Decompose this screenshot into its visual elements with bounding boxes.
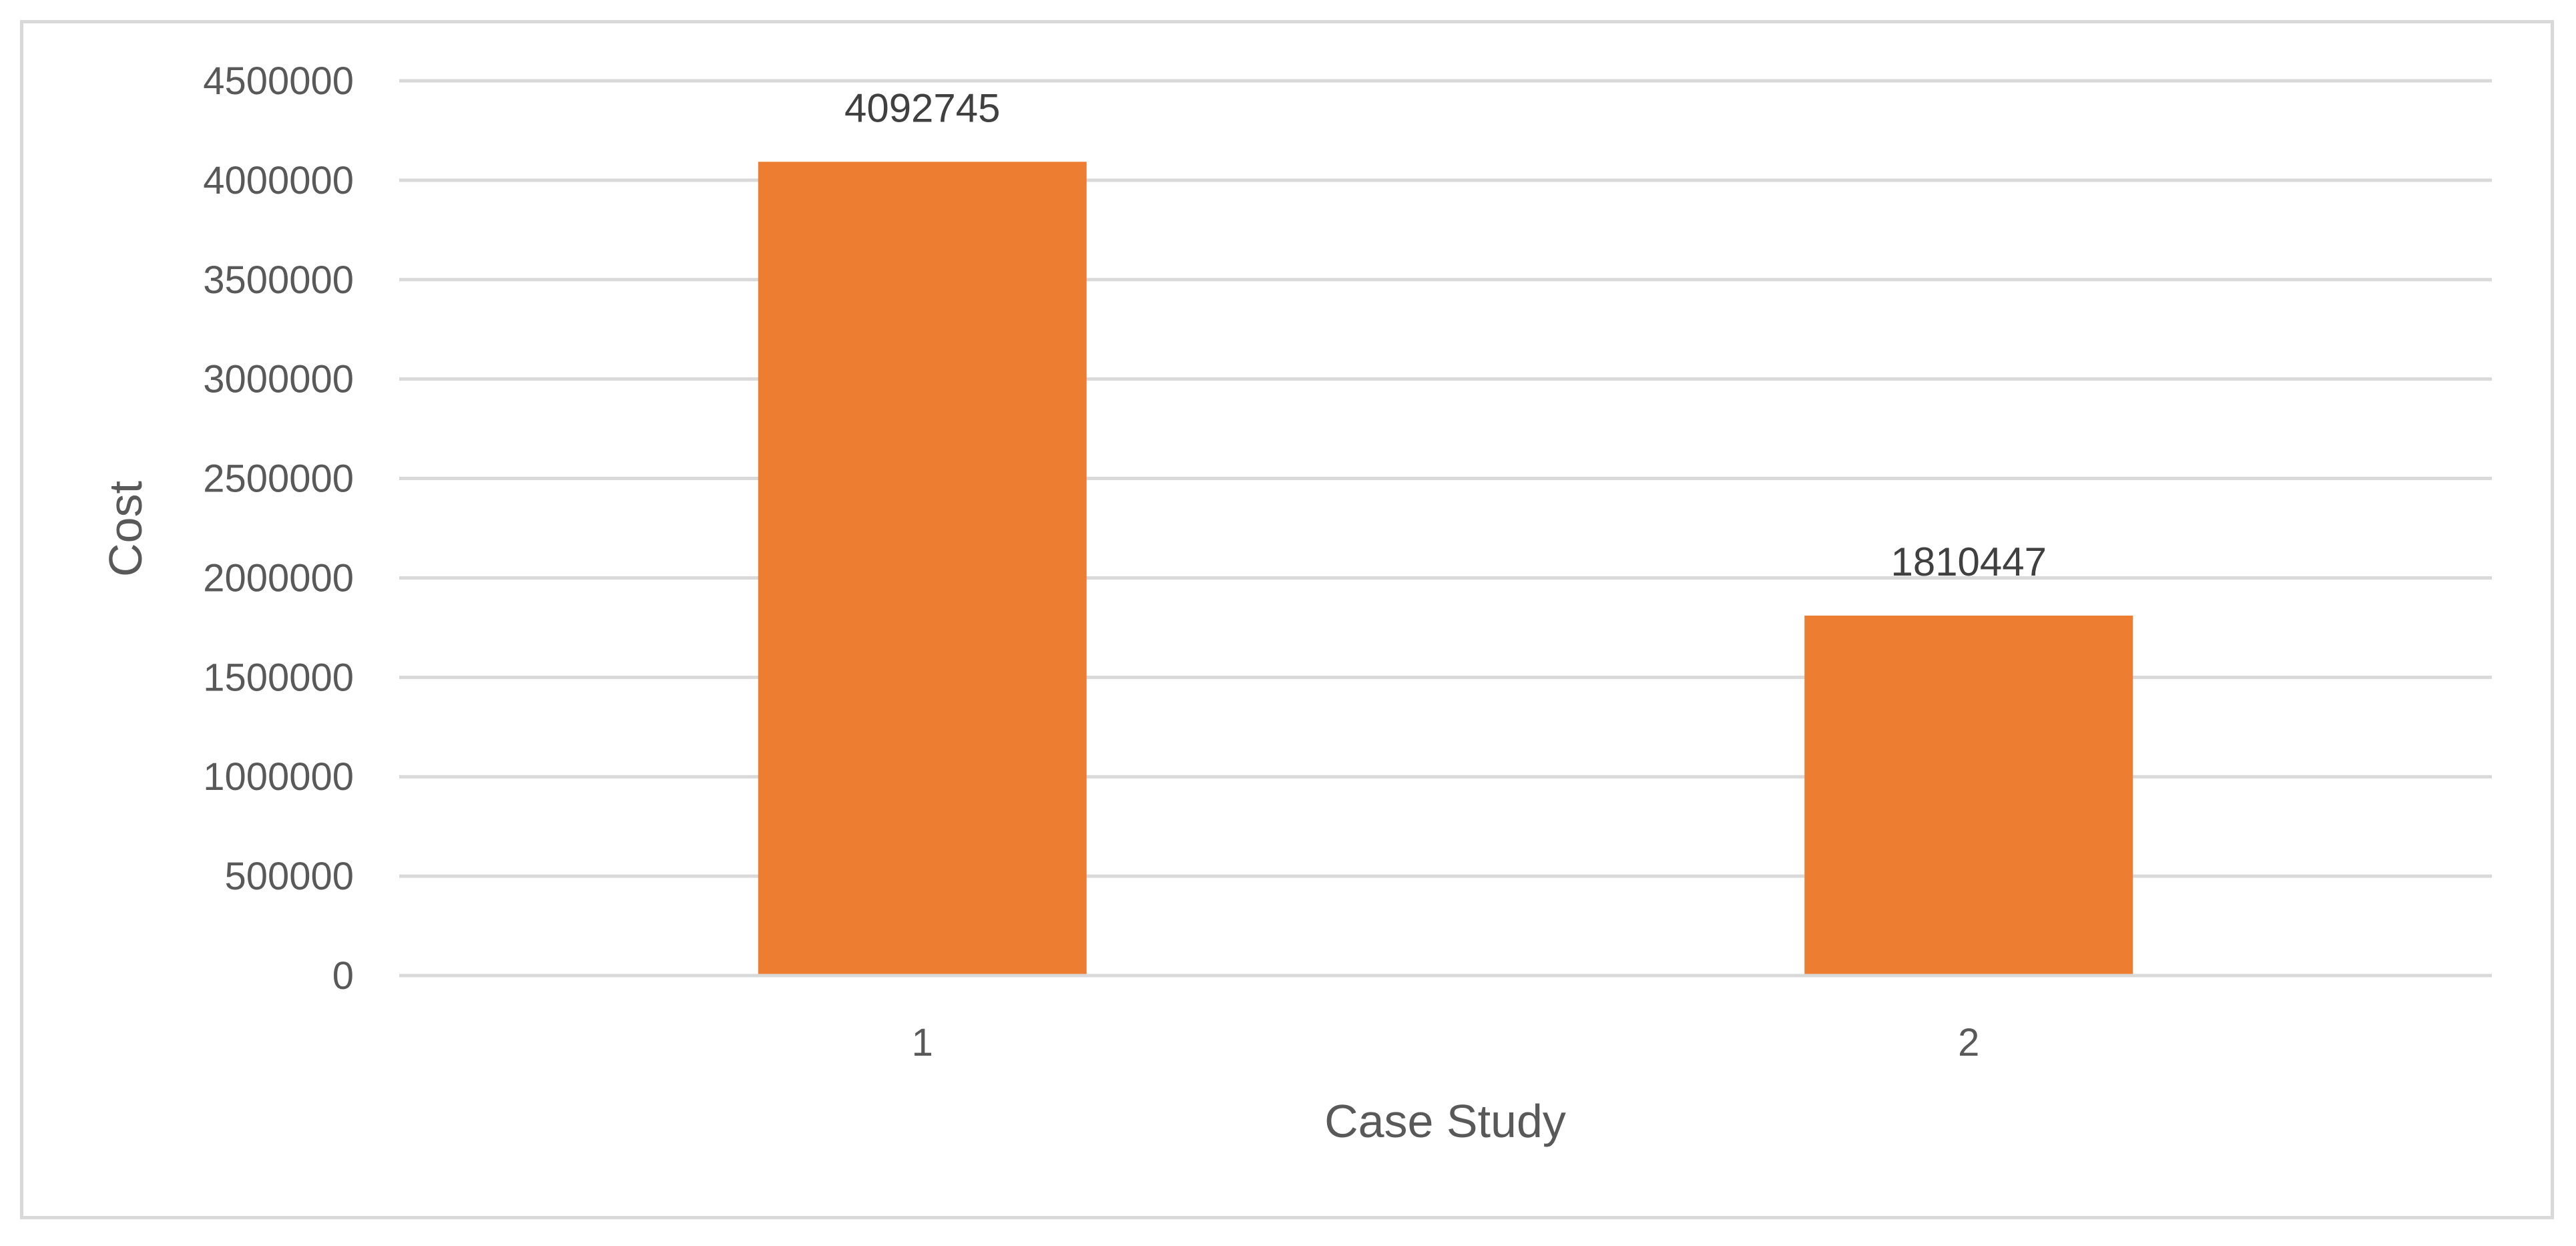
data-labels: 4092745 1810447 [844, 85, 2047, 584]
y-axis-tick-labels: 0 500000 1000000 1500000 2000000 2500000 30000… [203, 59, 354, 998]
bars [399, 162, 2492, 978]
y-tick-label: 3000000 [203, 358, 354, 401]
y-tick-label: 2000000 [203, 556, 354, 600]
bar [758, 162, 1087, 976]
y-tick-label: 2500000 [203, 457, 354, 501]
x-axis-title: Case Study [1324, 1095, 1566, 1147]
y-tick-label: 3500000 [203, 258, 354, 302]
y-tick-label: 1000000 [203, 755, 354, 799]
x-tick-label: 1 [912, 1021, 933, 1064]
gridlines [399, 79, 2492, 978]
y-axis-title: Cost [99, 481, 152, 577]
data-label: 4092745 [844, 85, 1001, 130]
y-tick-label: 4000000 [203, 159, 354, 202]
y-tick-label: 500000 [224, 855, 354, 898]
y-tick-label: 1500000 [203, 656, 354, 699]
y-tick-label: 0 [332, 954, 354, 998]
data-label: 1810447 [1890, 540, 2047, 584]
y-tick-label: 4500000 [203, 59, 354, 103]
x-tick-label: 2 [1958, 1021, 1979, 1064]
bar [1804, 615, 2133, 976]
